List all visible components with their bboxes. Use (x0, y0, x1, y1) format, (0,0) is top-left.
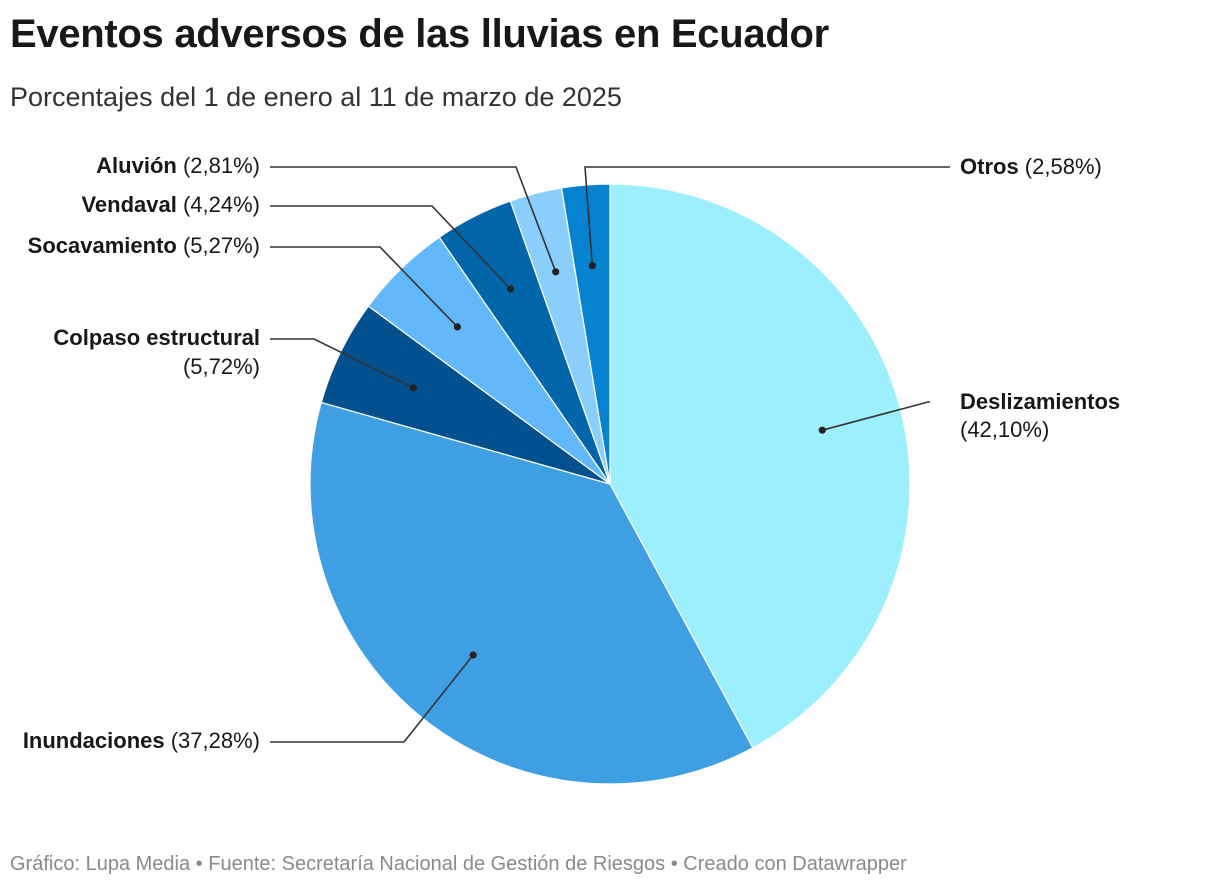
slice-label-name: Vendaval (81, 192, 176, 217)
leader-dot-socavamiento (453, 323, 461, 331)
footer-source: Fuente: Secretaría Nacional de Gestión d… (208, 853, 666, 875)
leader-line-deslizamientos (822, 401, 930, 431)
footer-credit: Gráfico: Lupa Media (10, 853, 191, 875)
slice-label-colpaso-estructural: Colpaso estructural (53, 325, 260, 350)
slice-label-deslizamientos: Deslizamientos (960, 389, 1120, 414)
pie-slices (309, 183, 911, 785)
slice-label-name: Inundaciones (23, 728, 165, 753)
slice-label-value: (5,27%) (177, 233, 260, 258)
slice-label-otros: Otros (2,58%) (960, 154, 1102, 179)
slice-label-value: (2,81%) (177, 153, 260, 178)
footer-separator: • (665, 853, 684, 875)
slice-label-colpaso-estructural: (5,72%) (183, 354, 260, 379)
chart-title: Eventos adversos de las lluvias en Ecuad… (10, 12, 829, 56)
slice-label-value: (37,28%) (165, 728, 260, 753)
leader-dot-aluvion (552, 268, 560, 276)
slice-label-vendaval: Vendaval (4,24%) (81, 192, 260, 217)
chart-subtitle: Porcentajes del 1 de enero al 11 de marz… (10, 82, 622, 112)
slice-label-aluvion: Aluvión (2,81%) (96, 153, 260, 178)
leader-dot-colpaso-estructural (409, 384, 417, 392)
footer-tool: Creado con Datawrapper (683, 853, 907, 875)
slice-label-name: Aluvión (96, 153, 177, 178)
footer-separator: • (190, 853, 209, 875)
leader-line-aluvion (270, 166, 557, 273)
leader-dot-inundaciones (469, 651, 477, 659)
leader-dot-vendaval (506, 285, 515, 293)
leader-lines (270, 166, 950, 743)
leader-line-colpaso-estructural (270, 338, 414, 389)
slice-label-value: (42,10%) (960, 417, 1049, 442)
leader-line-otros (584, 166, 950, 266)
slice-label-inundaciones: Inundaciones (37,28%) (23, 728, 260, 753)
slice-label-name: Deslizamientos (960, 389, 1120, 414)
leader-dot-deslizamientos (818, 426, 826, 434)
leader-line-socavamiento (270, 246, 458, 328)
slice-label-name: Socavamiento (28, 233, 177, 258)
slice-deslizamientos (609, 183, 911, 749)
slice-label-socavamiento: Socavamiento (5,27%) (28, 233, 260, 258)
slice-label-value: (4,24%) (177, 192, 260, 217)
leader-dot-otros (588, 262, 596, 270)
slice-label-value: (2,58%) (1019, 154, 1102, 179)
slice-label-name: Colpaso estructural (53, 325, 260, 350)
leader-line-vendaval (270, 205, 512, 290)
slice-label-deslizamientos: (42,10%) (960, 417, 1049, 442)
slice-labels: Deslizamientos (42,10%) Inundaciones (37,2… (23, 153, 1120, 753)
slice-label-name: Otros (960, 154, 1019, 179)
chart-footer: Gráfico: Lupa Media • Fuente: Secretaría… (10, 853, 907, 876)
slice-label-value: (5,72%) (183, 354, 260, 379)
leader-line-inundaciones (270, 654, 474, 743)
